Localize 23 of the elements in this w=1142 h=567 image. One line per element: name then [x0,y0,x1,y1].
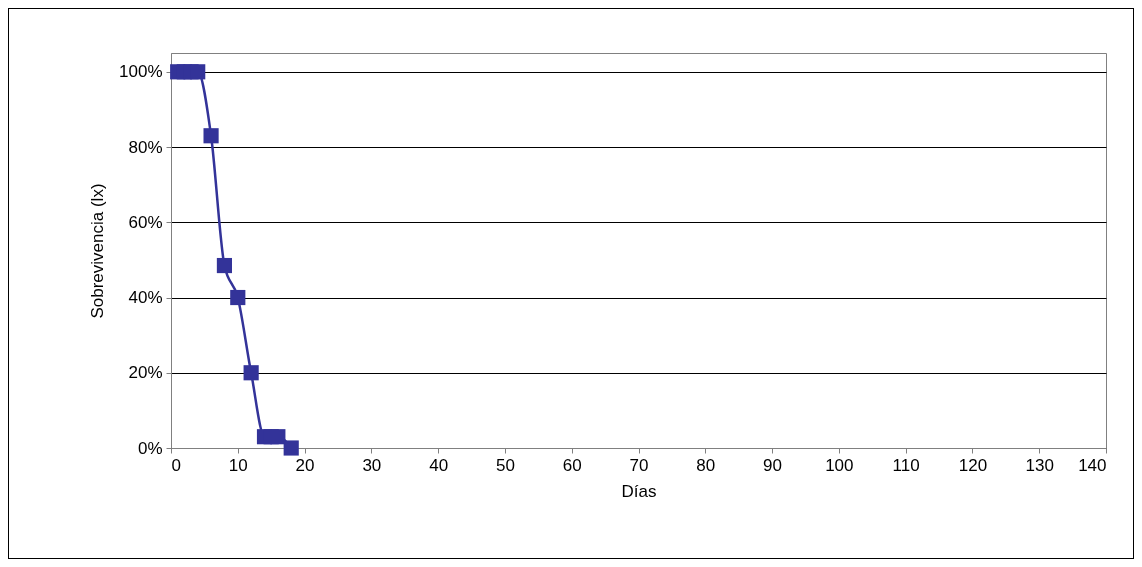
x-tick-label: 50 [495,455,515,475]
y-tick-label: 80% [128,137,163,157]
x-tick-label: 70 [629,455,649,475]
x-tick-label: 20 [295,455,315,475]
x-tick-label: 80 [696,455,716,475]
x-tick-label: 40 [429,455,449,475]
x-axis-title: Días [621,481,657,501]
y-tick-label: 100% [119,62,163,82]
x-tick-label: 140 [1078,455,1107,475]
x-tick-label: 120 [958,455,988,475]
x-tick-label: 60 [562,455,582,475]
x-tick-label: 30 [362,455,382,475]
x-tick-label: 110 [892,455,920,475]
y-axis-title: Sobrevivencia (lx) [88,183,108,319]
y-tick-label: 0% [137,438,163,458]
y-tick-label: 20% [128,363,163,383]
y-tick-label: 60% [128,212,163,232]
x-tick-label: 0 [171,455,181,475]
x-tick-label: 100 [825,455,854,475]
x-tick-label: 10 [228,455,248,475]
y-tick-label: 40% [128,288,163,308]
x-tick-label: 130 [1025,455,1054,475]
x-tick-label: 90 [763,455,783,475]
